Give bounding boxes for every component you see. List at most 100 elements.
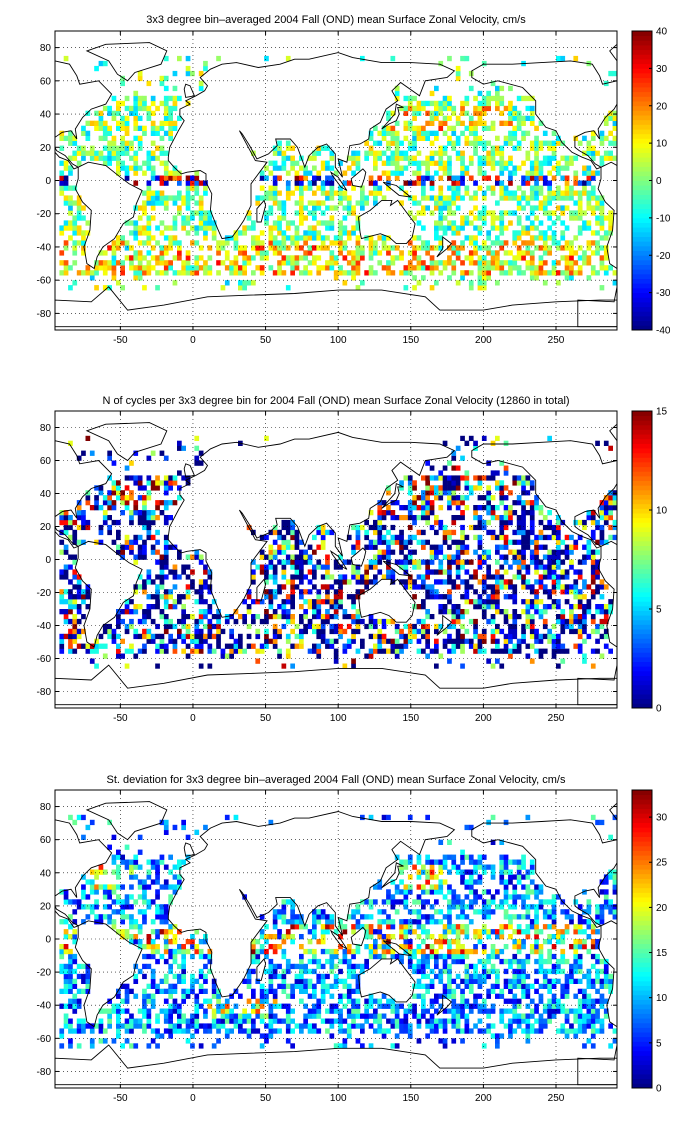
bin-cell xyxy=(534,165,539,171)
bin-cell xyxy=(577,210,583,216)
bin-cell xyxy=(294,559,300,565)
bin-cell xyxy=(551,534,557,541)
bin-cell xyxy=(577,623,583,630)
colorbar-swatch xyxy=(632,564,652,570)
bin-cell xyxy=(116,280,121,286)
bin-cell xyxy=(142,285,147,291)
bin-cell xyxy=(185,200,191,206)
bin-cell xyxy=(299,614,304,620)
bin-cell xyxy=(299,554,304,560)
bin-cell xyxy=(608,988,613,994)
bin-cell xyxy=(521,510,526,516)
bin-cell xyxy=(294,643,300,649)
bin-cell xyxy=(464,220,470,226)
bin-cell xyxy=(155,200,160,206)
bin-cell xyxy=(560,210,566,216)
bin-cell xyxy=(595,240,600,246)
bin-cell xyxy=(76,628,82,635)
bin-cell xyxy=(525,579,531,585)
bin-cell xyxy=(542,544,548,550)
bin-cell xyxy=(421,623,426,630)
bin-cell xyxy=(163,485,169,491)
bin-cell xyxy=(556,614,561,620)
bin-cell xyxy=(102,105,108,112)
bin-cell xyxy=(85,519,91,526)
bin-cell xyxy=(338,584,343,590)
bin-cell xyxy=(268,230,274,236)
bin-cell xyxy=(242,260,247,266)
bin-cell xyxy=(246,215,252,221)
bin-cell xyxy=(255,250,261,256)
bin-cell xyxy=(447,100,452,107)
bin-cell xyxy=(373,529,378,536)
bin-cell xyxy=(547,225,552,231)
bin-cell xyxy=(442,638,448,644)
bin-cell xyxy=(477,90,483,97)
bin-cell xyxy=(486,160,491,166)
bin-cell xyxy=(582,609,587,615)
bin-cell xyxy=(560,614,566,620)
bin-cell xyxy=(394,165,400,171)
bin-cell xyxy=(425,653,430,659)
bin-cell xyxy=(516,480,522,486)
colorbar-swatch xyxy=(632,59,652,65)
bin-cell xyxy=(255,633,261,640)
bin-cell xyxy=(360,185,365,191)
bin-cell xyxy=(556,260,561,266)
bin-cell xyxy=(481,628,487,635)
bin-cell xyxy=(63,165,69,171)
bin-cell xyxy=(312,255,317,261)
bin-cell xyxy=(68,440,73,446)
bin-cell xyxy=(207,265,213,271)
bin-cell xyxy=(499,215,505,221)
bin-cell xyxy=(425,245,430,251)
bin-cell xyxy=(451,185,457,191)
bin-cell xyxy=(403,285,409,291)
bin-cell xyxy=(177,210,182,216)
bin-cell xyxy=(512,998,518,1004)
bin-cell xyxy=(608,490,613,496)
bin-cell xyxy=(185,1028,191,1034)
bin-cell xyxy=(412,549,417,555)
bin-cell xyxy=(355,270,361,276)
bin-cell xyxy=(320,614,326,620)
bin-cell xyxy=(129,140,134,146)
bin-cell xyxy=(508,623,513,630)
bin-cell xyxy=(586,170,592,176)
bin-cell xyxy=(399,1003,404,1009)
bin-cell xyxy=(163,534,169,541)
bin-cell xyxy=(490,505,496,511)
bin-cell xyxy=(211,599,217,605)
bin-cell xyxy=(373,554,378,560)
bin-cell xyxy=(316,150,322,156)
colorbar-swatch xyxy=(632,466,652,472)
bin-cell xyxy=(373,155,378,161)
bin-cell xyxy=(207,618,213,625)
bin-cell xyxy=(434,170,439,176)
bin-cell xyxy=(133,225,139,231)
bin-cell xyxy=(72,220,78,226)
bin-cell xyxy=(464,549,470,555)
bin-cell xyxy=(390,110,396,116)
bin-cell xyxy=(407,574,413,580)
colorbar-tick-label: 15 xyxy=(656,407,668,418)
bin-cell xyxy=(547,510,552,516)
bin-cell xyxy=(368,150,374,156)
bin-cell xyxy=(425,135,430,141)
bin-cell xyxy=(486,105,491,112)
bin-cell xyxy=(159,1033,165,1039)
bin-cell xyxy=(72,633,78,640)
bin-cell xyxy=(124,95,130,102)
bin-cell xyxy=(120,495,125,501)
bin-cell xyxy=(102,125,108,131)
bin-cell xyxy=(290,220,295,226)
bin-cell xyxy=(185,255,191,261)
bin-cell xyxy=(172,225,178,231)
bin-cell xyxy=(181,1013,186,1019)
bin-cell xyxy=(508,190,513,196)
bin-cell xyxy=(512,165,518,171)
bin-cell xyxy=(133,450,139,456)
bin-cell xyxy=(573,200,579,206)
bin-cell xyxy=(525,175,531,181)
bin-cell xyxy=(490,225,496,231)
